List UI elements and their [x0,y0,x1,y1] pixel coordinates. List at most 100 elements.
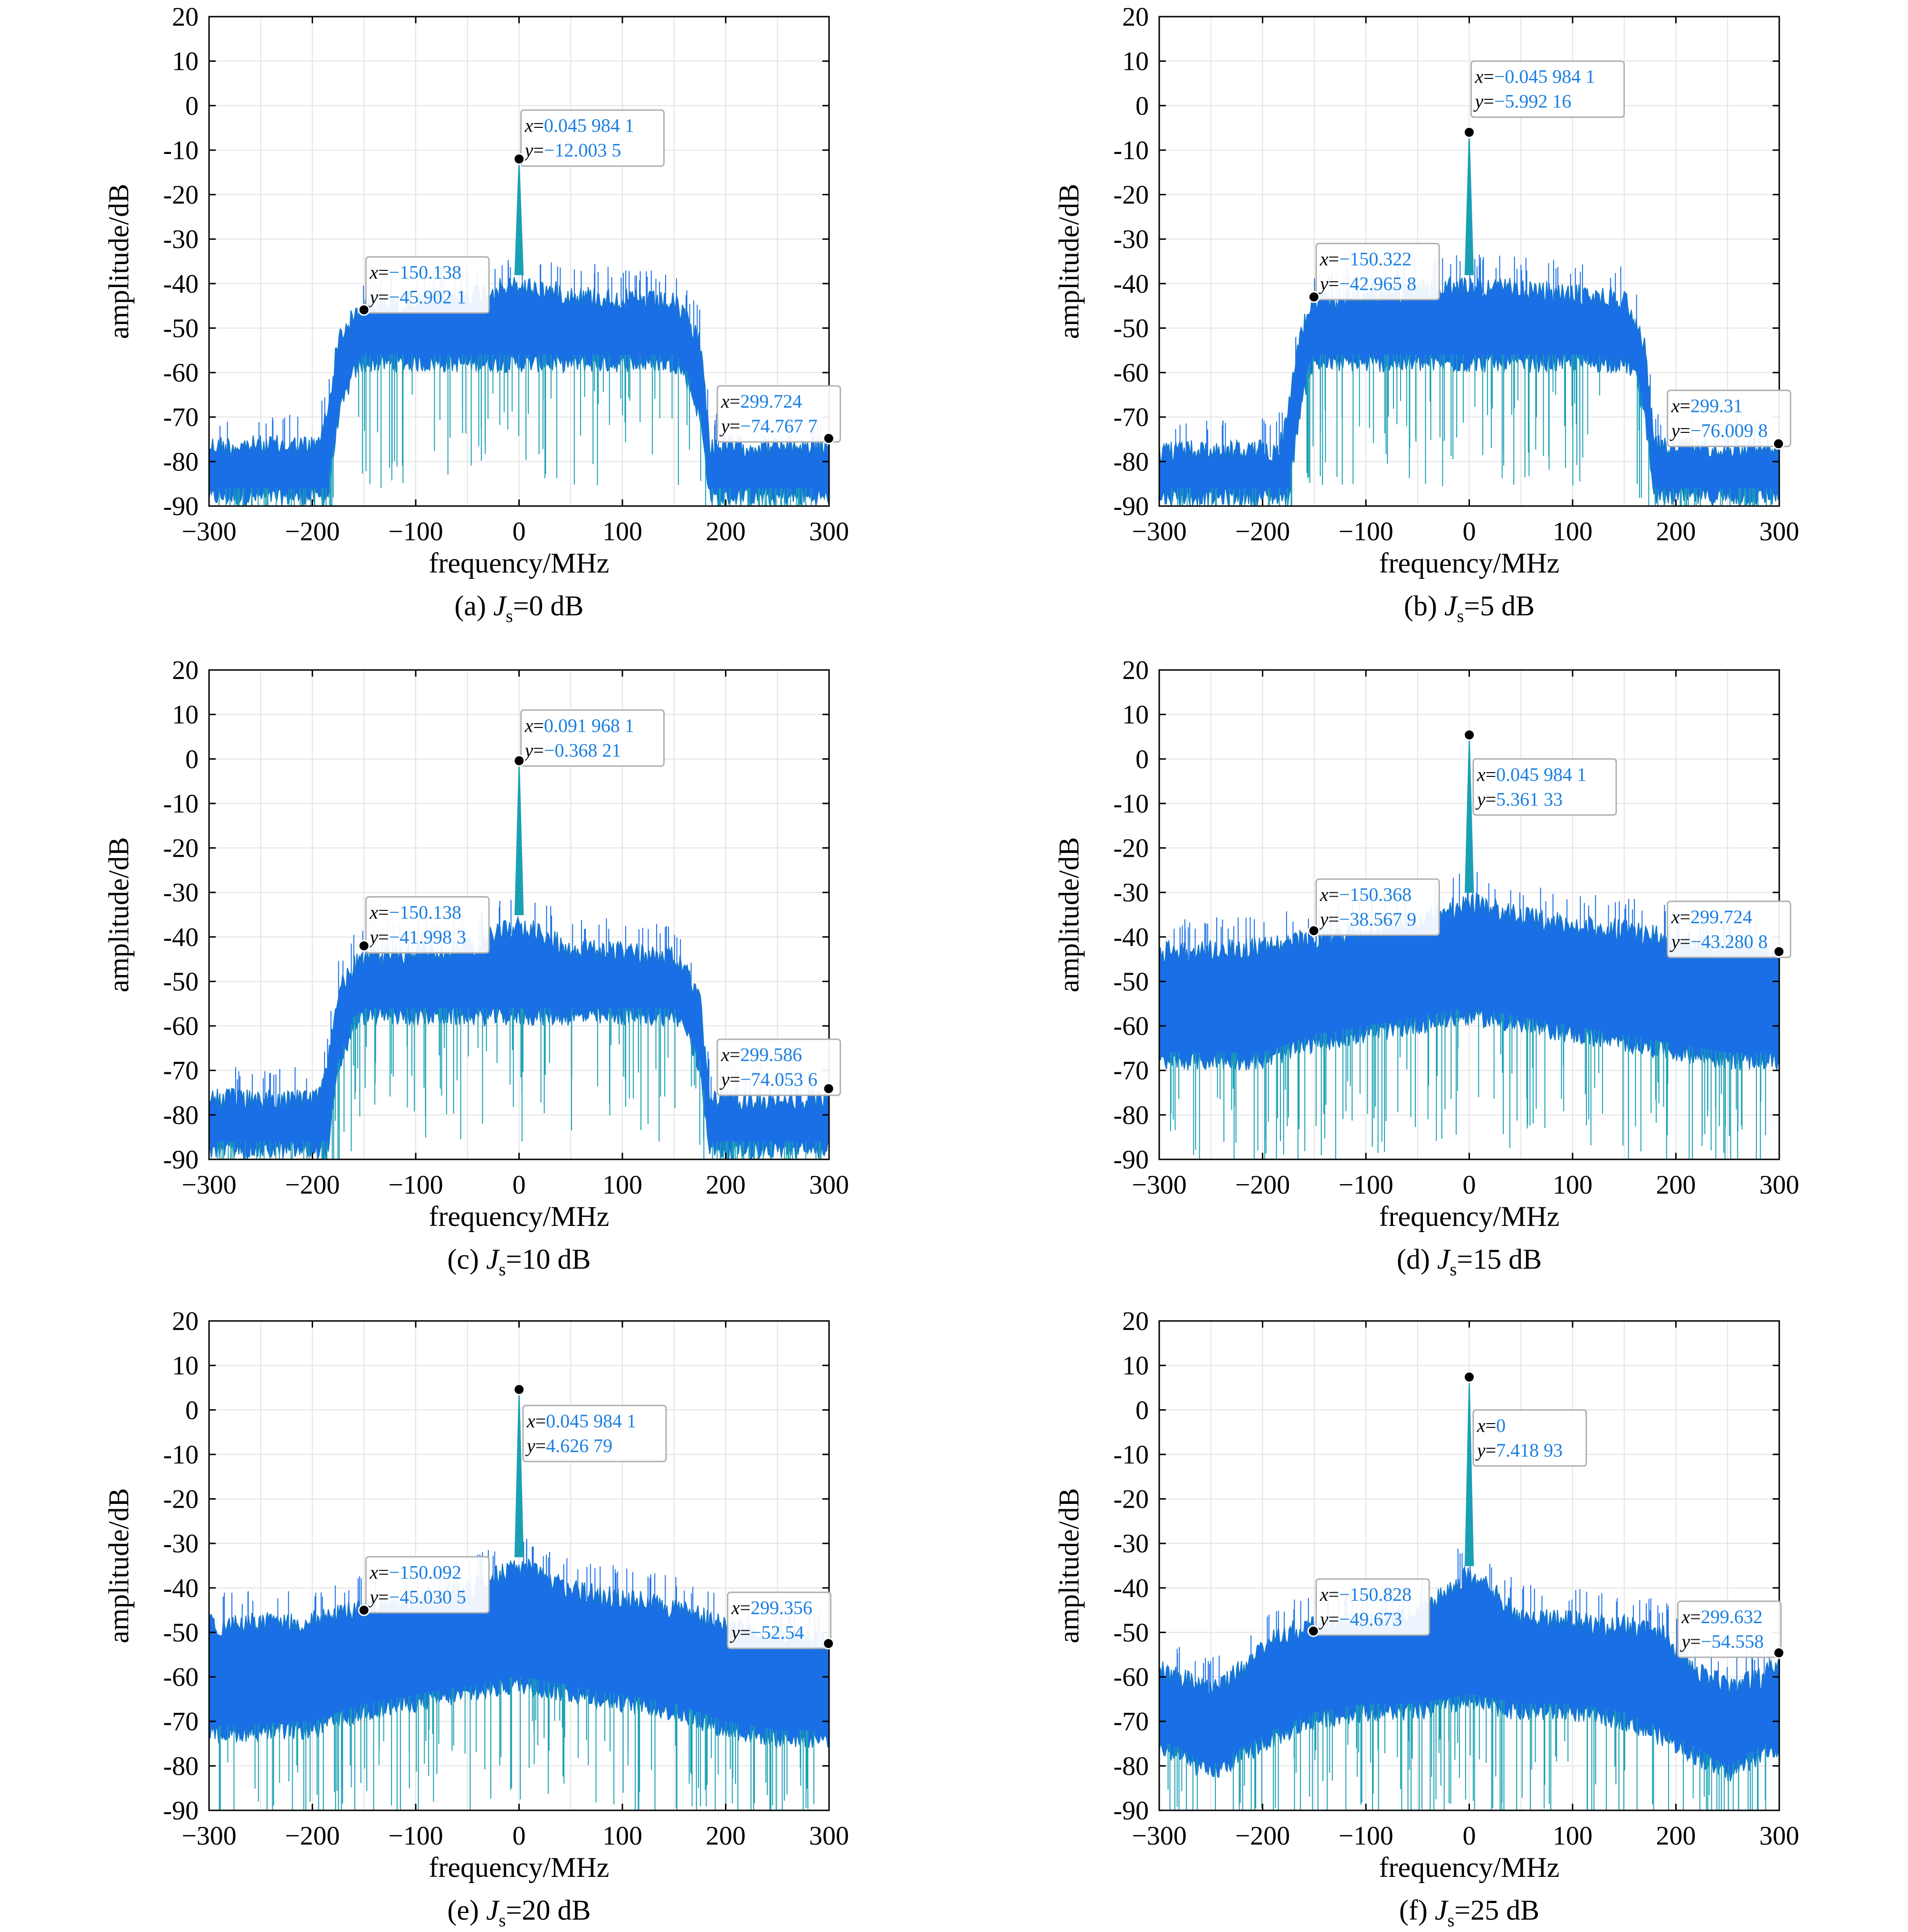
spectrum-spikes [1167,1694,1766,1810]
x-tick-label: 100 [602,1821,642,1851]
y-tick-label: -30 [1113,1529,1149,1559]
datatip-box [716,385,841,443]
datatip-marker [822,1637,835,1650]
datatip-box [1315,1578,1430,1636]
y-tick-label: 20 [1122,656,1149,685]
datatip: x=299.724 y=−74.767 7 [716,385,841,445]
x-tick-label: −300 [1132,1170,1187,1200]
x-tick-label: 200 [706,1821,746,1851]
x-tick-label: 0 [513,517,526,546]
carrier-peak [514,159,524,276]
y-tick-label: -70 [1113,403,1149,432]
y-tick-label: -30 [163,1529,199,1559]
datatip: x=−150.322 y=−42.965 8 [1308,243,1440,303]
datatip-x: x=0.045 984 1 [1477,764,1586,785]
y-tick-label: -30 [163,878,199,908]
datatip-marker [513,755,525,767]
y-tick-label: -60 [1113,358,1149,388]
datatip-box [716,1038,841,1096]
y-axis-title: amplitude/dB [103,837,134,993]
x-tick-label: −100 [1338,1821,1393,1851]
y-tick-label: -70 [1113,1707,1149,1737]
y-tick-label: -90 [163,1145,199,1175]
datatip-x: x=0.091 968 1 [525,715,634,736]
y-tick-label: -30 [163,225,199,254]
datatip-marker [1307,1625,1320,1637]
datatip-y: y=−74.053 6 [719,1069,818,1090]
datatip-marker [822,1082,835,1095]
datatip: x=299.356 y=−52.54 [727,1591,835,1650]
datatip-marker [1308,291,1320,303]
x-axis-title: frequency/MHz [1379,547,1560,579]
x-tick-label: −200 [1235,517,1290,546]
x-tick-label: 100 [1553,517,1593,546]
datatip-box [520,109,665,167]
datatip: x=−0.045 984 1 y=−5.992 16 [1463,60,1625,138]
y-tick-label: -90 [163,1796,199,1826]
x-tick-label: 0 [513,1170,526,1200]
y-tick-label: -80 [1113,1100,1149,1130]
x-tick-label: 300 [809,1170,849,1200]
x-tick-label: −200 [285,1821,340,1851]
x-tick-label: −100 [388,1170,443,1200]
x-tick-label: 0 [1463,1821,1476,1851]
datatip: x=0.045 984 1 y=−12.003 5 [513,109,665,167]
y-tick-label: -20 [163,1485,199,1514]
x-tick-label: 200 [706,517,746,546]
y-tick-label: -40 [163,1574,199,1603]
x-tick-label: 100 [1553,1170,1593,1200]
datatip-box [1315,878,1440,936]
datatip-y: y=−54.558 [1680,1631,1764,1652]
y-tick-label: -60 [163,358,199,388]
x-tick-label: −300 [181,1821,237,1851]
datatip-marker [822,432,835,445]
datatip: x=−150.828 y=−49.673 [1307,1578,1430,1637]
y-tick-label: -60 [1113,1663,1149,1692]
y-tick-label: -50 [1113,1618,1149,1647]
y-tick-label: 10 [172,47,199,77]
y-tick-label: -60 [163,1012,199,1041]
y-tick-label: 0 [185,745,199,774]
x-tick-label: 200 [1656,517,1696,546]
spectrum-spikes [1171,354,1772,506]
x-tick-label: 300 [1759,517,1799,546]
y-tick-label: -50 [163,314,199,343]
y-tick-label: -20 [163,181,199,210]
panel-caption: (a) Js=0 dB [455,590,584,626]
x-tick-label: −200 [1235,1821,1290,1851]
datatip-y: y=−74.767 7 [719,415,818,437]
datatip-box [727,1591,831,1649]
x-tick-label: −200 [285,517,340,546]
y-axis-title: amplitude/dB [1053,184,1085,339]
datatip-x: x=−150.138 [369,902,461,923]
datatip-y: y=5.361 33 [1475,788,1563,810]
y-tick-label: 0 [1135,1396,1149,1425]
x-tick-label: −100 [388,1821,443,1851]
datatip-x: x=−150.368 [1319,884,1412,905]
panel-caption: (d) Js=15 dB [1397,1243,1542,1280]
y-tick-label: -40 [1113,1574,1149,1603]
y-axis-title: amplitude/dB [1053,837,1085,993]
y-tick-label: -30 [1113,225,1149,254]
datatip-x: x=−150.092 [369,1561,461,1583]
datatip-x: x=299.586 [721,1044,802,1065]
panel-caption: (e) Js=20 dB [448,1894,591,1931]
datatip-y: y=−0.368 21 [523,739,621,761]
y-tick-label: -90 [1113,492,1149,521]
datatip-box [365,256,490,314]
y-tick-label: 20 [172,656,199,685]
y-tick-label: -40 [163,923,199,952]
datatip: x=0.045 984 1 y=5.361 33 [1463,729,1617,816]
x-tick-label: 300 [809,1821,849,1851]
datatip-y: y=−45.902 1 [368,287,466,308]
datatip-x: x=−0.045 984 1 [1475,66,1595,87]
y-tick-label: -50 [163,967,199,996]
datatip-marker [358,1604,370,1616]
y-tick-label: -40 [1113,269,1149,299]
x-tick-label: −100 [388,517,443,546]
x-tick-label: 200 [706,1170,746,1200]
y-tick-label: -80 [163,447,199,477]
datatip-y: y=−42.965 8 [1318,273,1416,295]
y-tick-label: 10 [172,700,199,730]
